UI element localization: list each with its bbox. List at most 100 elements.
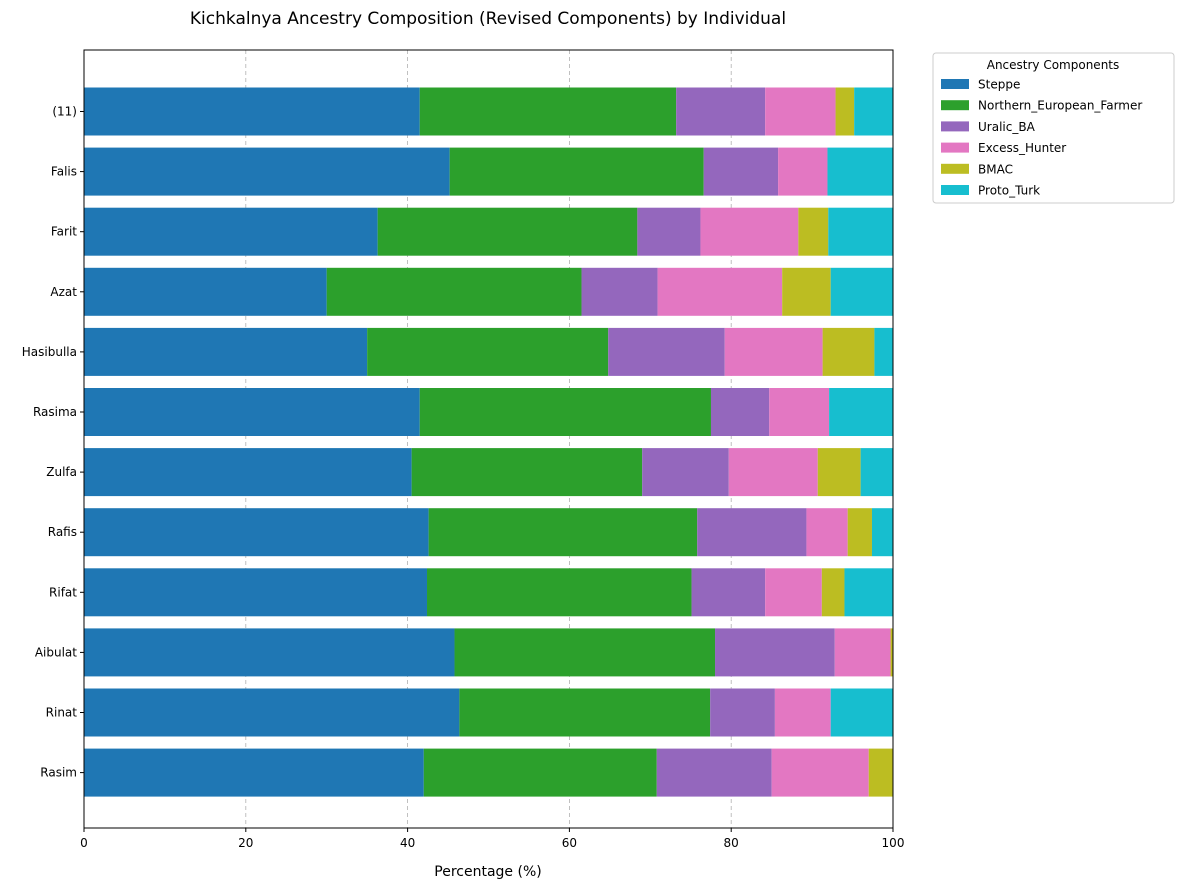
- bar-uralic-ba-rasim: [656, 748, 772, 797]
- bar-uralic-ba-falis: [703, 147, 779, 196]
- legend-label-proto-turk: Proto_Turk: [978, 184, 1040, 198]
- bar-uralic-ba-farit: [637, 207, 701, 256]
- legend-label-bmac: BMAC: [978, 162, 1013, 176]
- bar-northern-european-farmer-11: [419, 87, 677, 136]
- bar-excess-hunter-farit: [700, 207, 799, 256]
- y-axis: Rasim Rinat Aibulat Rifat Rafis Zulfa Rasima Ha…: [22, 105, 84, 780]
- bar-bmac-rifat: [821, 568, 845, 617]
- bar-proto-turk-rasima: [829, 388, 893, 436]
- legend-swatch-bmac: [941, 163, 969, 174]
- bar-bmac-rasim: [868, 748, 893, 797]
- bar-northern-european-farmer-rifat: [427, 568, 692, 617]
- bar-proto-turk-rinat: [830, 688, 893, 737]
- legend-title: Ancestry Components: [987, 58, 1120, 72]
- y-tick-label-farit: Farit: [51, 225, 77, 239]
- legend: Ancestry Components Steppe Northern_Europ…: [932, 52, 1175, 204]
- bar-northern-european-farmer-rasima: [419, 388, 711, 436]
- bar-excess-hunter-azat: [657, 267, 783, 316]
- bar-excess-hunter-rafis: [806, 508, 848, 557]
- legend-swatch-steppe: [941, 79, 969, 89]
- y-tick-label-rinat: Rinat: [46, 706, 78, 720]
- bar-steppe-rafis: [84, 508, 429, 557]
- bar-excess-hunter-rifat: [765, 568, 822, 617]
- bar-steppe-rasima: [84, 388, 420, 436]
- bar-northern-european-farmer-zulfa: [411, 448, 643, 497]
- bar-proto-turk-rafis: [871, 508, 893, 557]
- bar-excess-hunter-rasima: [769, 388, 830, 436]
- bar-steppe-hasibulla: [84, 327, 368, 376]
- bar-steppe-falis: [84, 147, 450, 196]
- y-tick-label-rifat: Rifat: [49, 585, 77, 599]
- bar-proto-turk-rifat: [844, 568, 893, 617]
- bar-excess-hunter-rinat: [774, 688, 831, 737]
- bar-northern-european-farmer-rinat: [459, 688, 711, 737]
- bar-excess-hunter-rasim: [771, 748, 869, 797]
- bar-uralic-ba-hasibulla: [608, 327, 725, 376]
- y-tick-label-azat: Azat: [50, 285, 77, 299]
- bar-bmac-azat: [782, 267, 831, 316]
- bar-excess-hunter-zulfa: [728, 448, 818, 497]
- bars-layer: [84, 87, 893, 797]
- y-tick-label-rafis: Rafis: [48, 525, 77, 539]
- bar-steppe-11: [84, 87, 420, 136]
- bar-excess-hunter-11: [765, 87, 836, 136]
- bar-excess-hunter-hasibulla: [724, 327, 823, 376]
- x-axis-label: Percentage (%): [434, 864, 541, 880]
- bar-uralic-ba-11: [676, 87, 766, 136]
- x-tick-label-60: 60: [562, 836, 577, 850]
- chart-title: Kichkalnya Ancestry Composition (Revised…: [190, 9, 786, 29]
- y-tick-label-falis: Falis: [51, 165, 77, 179]
- y-tick-label-zulfa: Zulfa: [46, 465, 77, 479]
- bar-northern-european-farmer-azat: [326, 267, 582, 316]
- x-tick-label-40: 40: [400, 836, 415, 850]
- y-tick-label-hasibulla: Hasibulla: [22, 345, 77, 359]
- y-tick-label-rasim: Rasim: [40, 766, 77, 780]
- bar-uralic-ba-rinat: [710, 688, 775, 737]
- bar-proto-turk-zulfa: [860, 448, 893, 497]
- bar-bmac-rafis: [847, 508, 872, 557]
- bar-steppe-rasim: [84, 748, 424, 797]
- bar-proto-turk-falis: [827, 147, 893, 196]
- legend-label-steppe: Steppe: [978, 78, 1020, 92]
- x-tick-label-80: 80: [724, 836, 739, 850]
- y-tick-label-11: (11): [52, 105, 77, 119]
- x-axis: 0 20 40 60 80 100: [80, 828, 904, 850]
- bar-proto-turk-hasibulla: [874, 327, 893, 376]
- legend-swatch-northern-european-farmer: [941, 100, 969, 111]
- bar-excess-hunter-aibulat: [834, 628, 891, 677]
- x-tick-label-0: 0: [80, 836, 88, 850]
- bar-northern-european-farmer-falis: [449, 147, 704, 196]
- bar-proto-turk-11: [854, 87, 893, 136]
- y-tick-label-aibulat: Aibulat: [35, 645, 77, 659]
- legend-swatch-uralic-ba: [941, 121, 969, 132]
- bar-steppe-zulfa: [84, 448, 412, 497]
- bar-steppe-farit: [84, 207, 378, 256]
- bar-northern-european-farmer-hasibulla: [367, 327, 609, 376]
- bar-bmac-farit: [798, 207, 829, 256]
- bar-northern-european-farmer-rafis: [428, 508, 698, 557]
- legend-swatch-excess-hunter: [941, 142, 969, 153]
- bar-uralic-ba-aibulat: [715, 628, 835, 677]
- bar-proto-turk-farit: [828, 207, 893, 256]
- legend-label-uralic-ba: Uralic_BA: [978, 120, 1036, 134]
- legend-label-excess-hunter: Excess_Hunter: [978, 141, 1066, 155]
- bar-northern-european-farmer-farit: [377, 207, 638, 256]
- y-tick-label-rasima: Rasima: [33, 405, 77, 419]
- legend-label-northern-european-farmer: Northern_European_Farmer: [978, 99, 1142, 113]
- legend-swatch-proto-turk: [941, 185, 969, 195]
- bar-bmac-aibulat: [890, 628, 893, 677]
- plot-frame: [83, 49, 894, 829]
- legend-items: Steppe Northern_European_Farmer Uralic_BA E…: [941, 78, 1142, 198]
- bar-northern-european-farmer-aibulat: [454, 628, 716, 677]
- bar-bmac-11: [835, 87, 855, 136]
- bar-proto-turk-azat: [830, 267, 893, 316]
- bar-steppe-azat: [84, 267, 327, 316]
- bar-bmac-zulfa: [817, 448, 861, 497]
- x-tick-label-100: 100: [882, 836, 905, 850]
- x-tick-label-20: 20: [238, 836, 253, 850]
- bar-steppe-aibulat: [84, 628, 455, 677]
- bar-steppe-rinat: [84, 688, 460, 737]
- bar-uralic-ba-rafis: [697, 508, 807, 557]
